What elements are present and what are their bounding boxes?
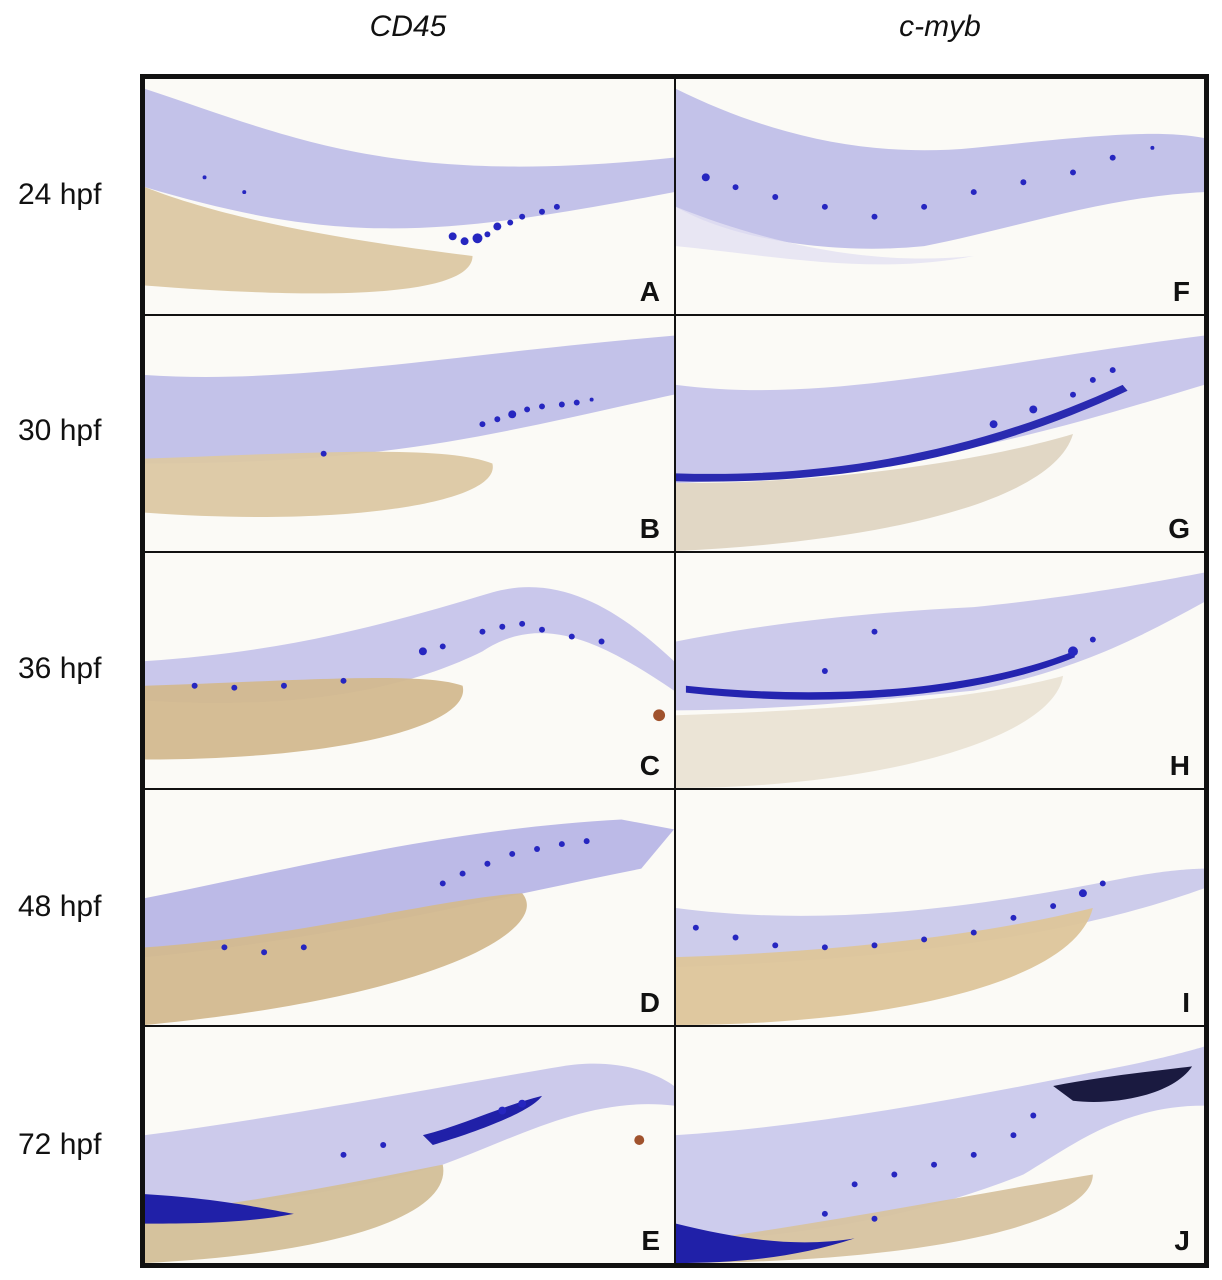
figure-grid: A B C — [140, 74, 1209, 1268]
panel-letter-a: A — [639, 276, 660, 307]
panel-f: F — [674, 77, 1206, 316]
panel-g-stain — [989, 367, 1116, 429]
panel-j-image — [676, 1046, 1204, 1263]
row-label-48-hpf: 48 hpf — [18, 890, 102, 923]
panel-h: H — [674, 551, 1206, 790]
panel-e: E — [143, 1025, 676, 1265]
row-label-24-hpf: 24 hpf — [18, 178, 102, 211]
panel-j-stain — [821, 1112, 1037, 1222]
panel-letter-i: I — [1182, 987, 1190, 1018]
panel-c-stain — [191, 620, 605, 691]
row-label-72-hpf: 72 hpf — [18, 1128, 102, 1161]
panel-g-image — [676, 335, 1204, 551]
panel-b: B — [143, 314, 676, 553]
column-header-c-myb: c-myb — [899, 10, 981, 43]
panel-a: A — [143, 77, 676, 316]
panel-d: D — [143, 788, 676, 1027]
panel-g: G — [674, 314, 1206, 553]
panel-e-image — [145, 1063, 674, 1263]
panel-a-image — [145, 88, 674, 294]
panel-f-image — [676, 88, 1204, 265]
panel-letter-h: H — [1169, 750, 1190, 781]
panel-i-image — [676, 868, 1204, 1025]
panel-a-stain — [202, 175, 560, 246]
panel-h-image — [676, 572, 1204, 788]
panel-c-image — [145, 587, 674, 760]
panel-d-stain — [221, 838, 590, 956]
panel-letter-c: C — [639, 750, 660, 781]
panel-h-stain — [821, 628, 1096, 674]
panel-letter-e: E — [641, 1225, 660, 1256]
panel-d-image — [145, 819, 674, 1025]
panel-e-stain — [340, 1099, 527, 1158]
panel-c: C — [143, 551, 676, 790]
panel-letter-g: G — [1168, 513, 1190, 544]
panel-letter-j: J — [1174, 1225, 1190, 1256]
panel-b-image — [145, 335, 674, 517]
row-label-30-hpf: 30 hpf — [18, 414, 102, 447]
panel-letter-f: F — [1172, 276, 1190, 307]
panel-j: J — [674, 1025, 1206, 1265]
panel-b-stain — [320, 397, 594, 457]
panel-f-stain — [701, 145, 1155, 220]
panel-i-stain — [692, 880, 1106, 951]
panel-letter-d: D — [639, 987, 660, 1018]
row-label-36-hpf: 36 hpf — [18, 652, 102, 685]
panel-letter-b: B — [639, 513, 660, 544]
column-header-cd45: CD45 — [369, 10, 447, 43]
panel-i: I — [674, 788, 1206, 1027]
